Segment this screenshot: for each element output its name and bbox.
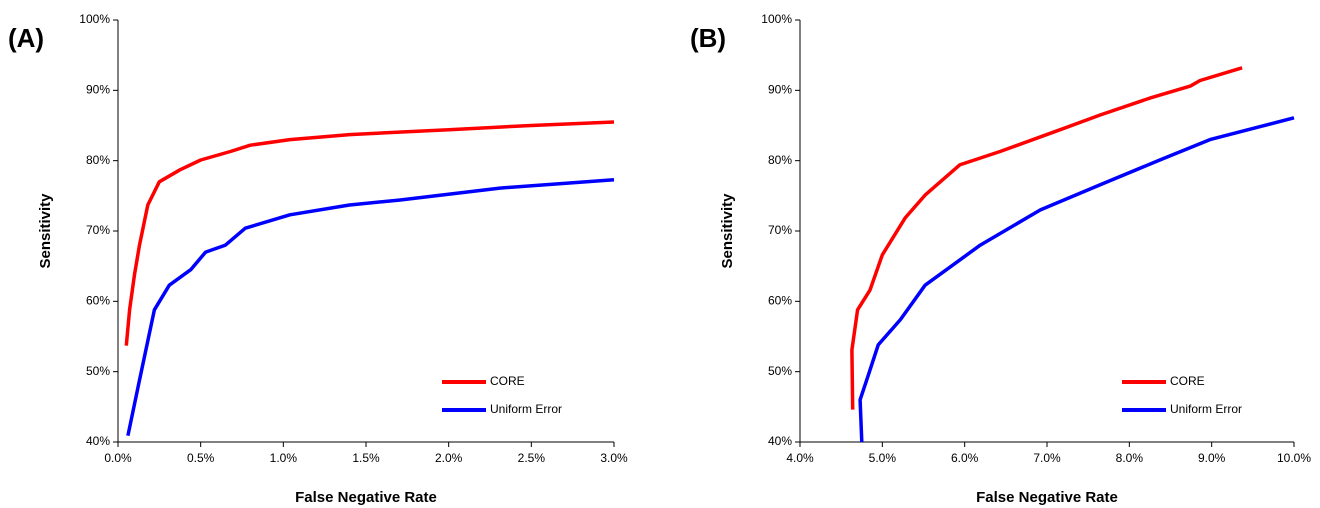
y-tick-label: 70%: [86, 223, 110, 237]
x-tick-label: 0.0%: [104, 451, 132, 465]
legend-label: Uniform Error: [1170, 402, 1242, 416]
x-tick-label: 10.0%: [1277, 451, 1311, 465]
y-tick-label: 70%: [768, 223, 792, 237]
x-tick-label: 9.0%: [1198, 451, 1226, 465]
y-tick-label: 100%: [761, 12, 792, 26]
y-tick-label: 50%: [86, 364, 110, 378]
data-line: [858, 116, 1295, 443]
x-tick-label: 7.0%: [1033, 451, 1061, 465]
y-tick-label: 60%: [768, 294, 792, 308]
y-tick-label: 40%: [768, 434, 792, 448]
x-tick-label: 2.0%: [435, 451, 463, 465]
y-tick-label: 100%: [79, 12, 110, 26]
y-axis-title: Sensitivity: [719, 193, 736, 269]
y-tick-label: 60%: [86, 294, 110, 308]
x-tick-label: 1.5%: [352, 451, 380, 465]
x-tick-label: 1.0%: [270, 451, 298, 465]
y-tick-label: 50%: [768, 364, 792, 378]
x-axis-title: False Negative Rate: [295, 489, 437, 506]
x-tick-label: 6.0%: [951, 451, 979, 465]
data-line: [124, 120, 615, 346]
x-axis-title: False Negative Rate: [976, 489, 1118, 506]
y-tick-label: 90%: [86, 83, 110, 97]
panel-label: (B): [690, 23, 726, 53]
y-tick-label: 80%: [768, 153, 792, 167]
y-tick-label: 80%: [86, 153, 110, 167]
x-tick-label: 3.0%: [600, 451, 628, 465]
y-tick-label: 90%: [768, 83, 792, 97]
x-tick-label: 2.5%: [518, 451, 546, 465]
legend-label: Uniform Error: [490, 402, 562, 416]
panel-label: (A): [8, 23, 44, 53]
x-tick-label: 5.0%: [869, 451, 897, 465]
x-tick-label: 4.0%: [786, 451, 814, 465]
y-axis-title: Sensitivity: [37, 193, 54, 269]
y-tick-label: 40%: [86, 434, 110, 448]
legend-label: CORE: [1170, 374, 1205, 388]
x-tick-label: 0.5%: [187, 451, 215, 465]
x-tick-label: 8.0%: [1116, 451, 1144, 465]
legend-label: CORE: [490, 374, 525, 388]
data-line: [126, 177, 615, 437]
data-line: [850, 66, 1243, 410]
